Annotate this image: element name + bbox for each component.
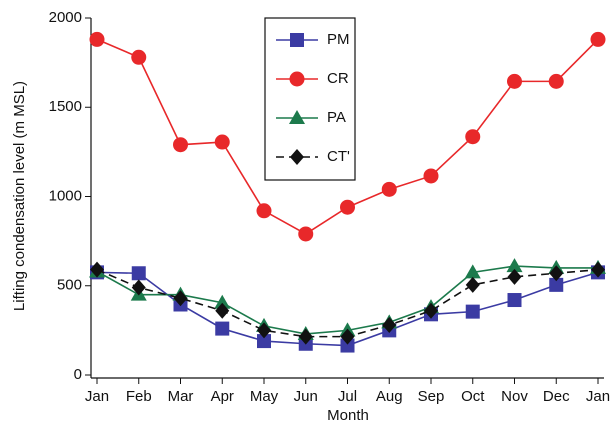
y-tick-label: 0 [74,366,82,383]
x-tick-label: Jan [85,388,109,405]
x-tick-label: Jul [338,388,357,405]
legend-marker [289,110,305,124]
marker [382,317,397,334]
x-axis-label: Month [327,407,369,424]
marker [214,294,231,309]
marker [173,137,188,153]
marker [215,302,230,319]
marker [465,304,480,319]
marker [549,277,564,292]
y-tick-label: 1500 [49,98,82,115]
marker [381,181,397,197]
legend-marker [290,33,304,47]
marker [465,276,480,293]
x-tick-label: May [250,388,279,405]
marker [214,134,230,150]
marker [215,321,230,336]
marker [507,268,522,285]
marker [131,279,146,296]
marker [257,322,271,339]
x-tick-label: Feb [126,388,152,405]
x-tick-label: Mar [168,388,194,405]
x-tick-label: Nov [501,388,528,405]
x-tick-label: Jan [586,388,610,405]
marker [89,31,105,47]
marker [506,258,523,273]
marker [173,290,188,307]
marker [90,261,104,278]
marker [131,266,146,281]
x-tick-label: Dec [543,388,570,405]
legend-label: CR [327,70,349,87]
marker [465,129,481,145]
marker [298,328,313,345]
legend-label: PA [327,109,346,126]
y-axis-label: Lifting condensation level (m MSL) [11,81,28,311]
x-tick-label: Aug [376,388,403,405]
marker [257,334,271,349]
marker [298,226,314,242]
marker [548,73,564,89]
y-tick-label: 1000 [49,187,82,204]
y-tick-label: 2000 [49,9,82,26]
y-tick-label: 500 [57,277,82,294]
marker [507,73,522,89]
marker [340,338,355,353]
marker [340,328,355,345]
marker [591,261,605,278]
marker [340,199,355,215]
legend-box [264,17,356,181]
legend-marker [289,71,305,87]
x-tick-label: Sep [418,388,445,405]
legend-label: PM [327,31,350,48]
marker [464,264,481,279]
x-tick-label: Apr [211,388,234,405]
marker [549,265,564,282]
marker [256,203,272,219]
legend-marker [290,149,304,165]
marker [507,293,522,308]
marker [131,49,147,65]
marker [423,168,439,184]
legend-label: CT' [327,148,350,165]
x-tick-label: Oct [461,388,485,405]
marker [424,302,438,319]
x-tick-label: Jun [294,388,318,405]
marker [590,31,606,47]
